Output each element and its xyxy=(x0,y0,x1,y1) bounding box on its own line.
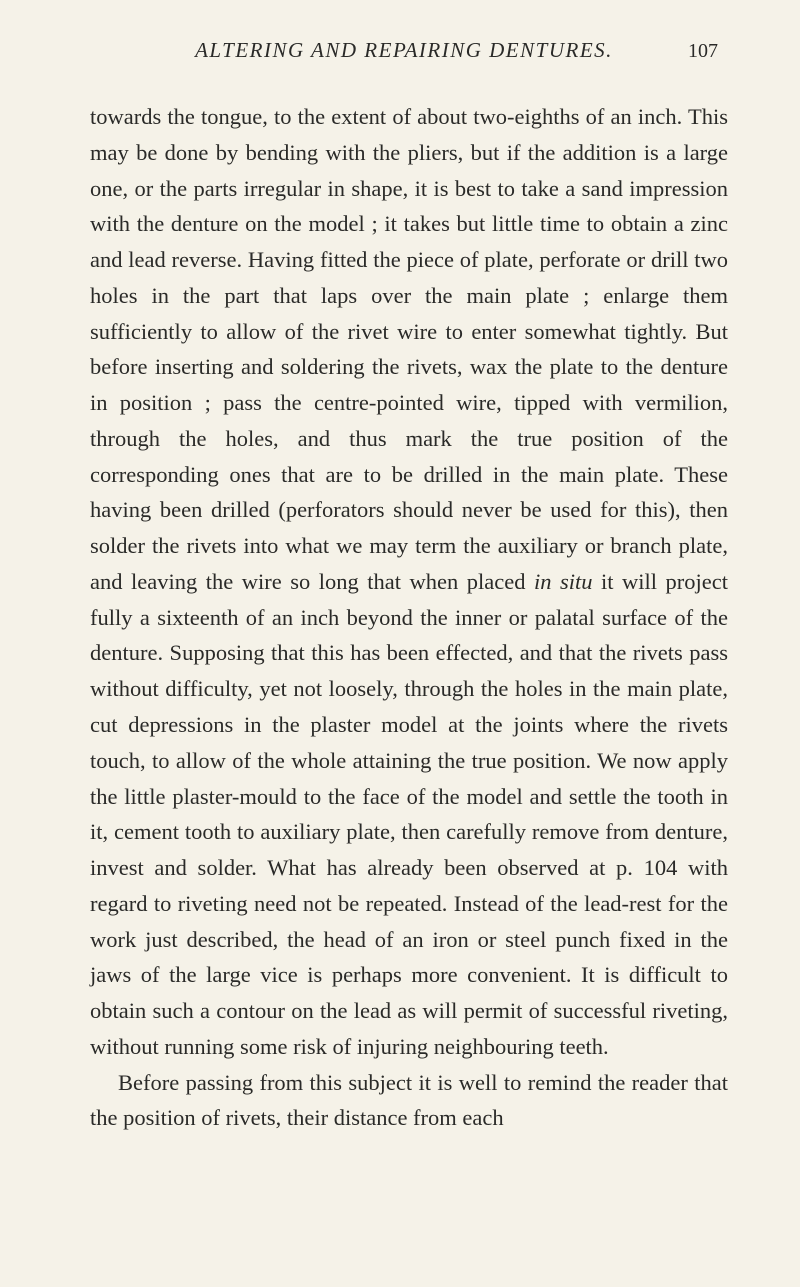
paragraph-text-1b: it will project fully a sixteenth of an … xyxy=(90,569,728,1059)
page-header: ALTERING AND REPAIRING DENTURES. 107 xyxy=(90,38,728,63)
body-paragraph-1: towards the tongue, to the extent of abo… xyxy=(90,99,728,1065)
paragraph-text-1a: towards the tongue, to the extent of abo… xyxy=(90,104,728,594)
running-title: ALTERING AND REPAIRING DENTURES. xyxy=(120,38,688,63)
italic-phrase: in situ xyxy=(534,569,593,594)
page-number: 107 xyxy=(688,40,718,63)
body-paragraph-2: Before passing from this subject it is w… xyxy=(90,1065,728,1137)
